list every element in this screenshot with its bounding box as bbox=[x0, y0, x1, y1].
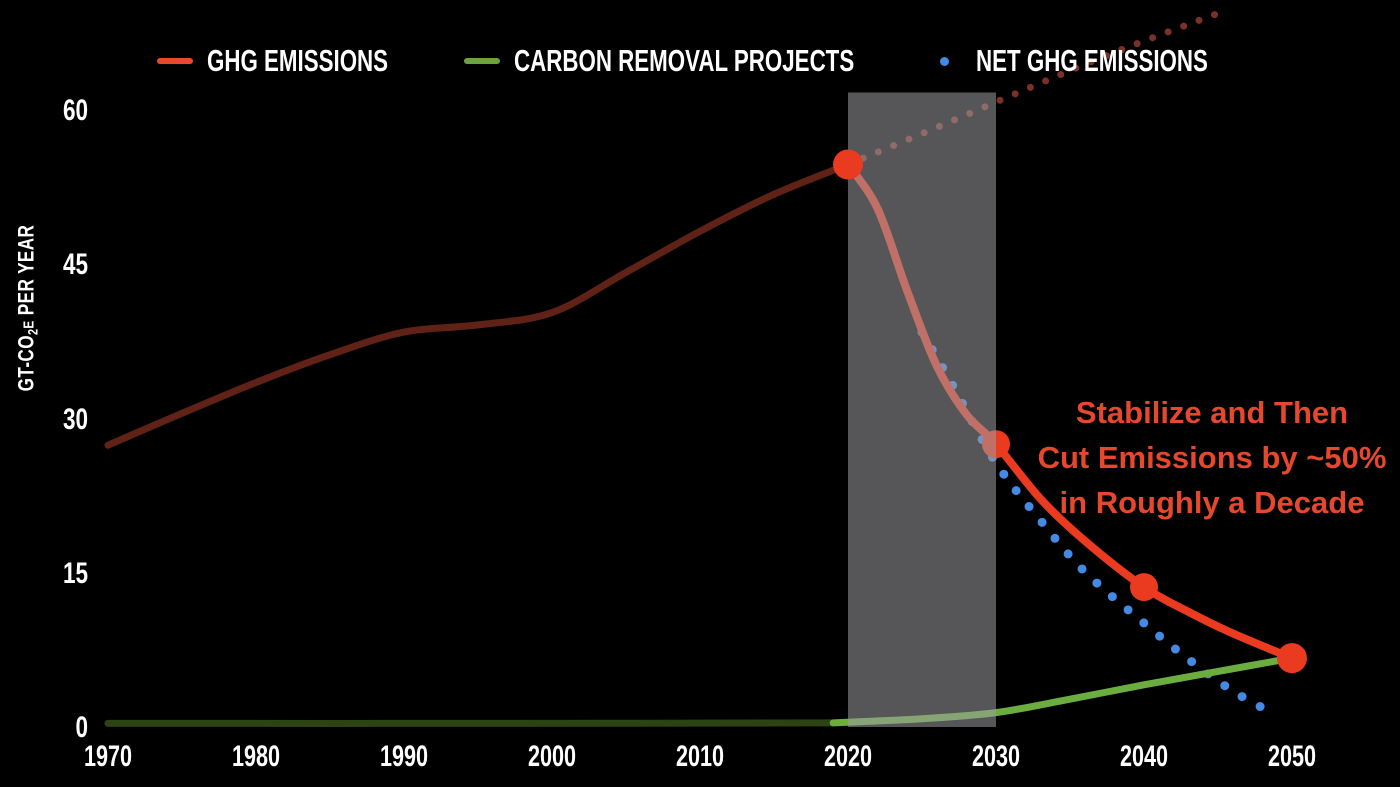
y-tick-45: 45 bbox=[62, 248, 88, 282]
x-tick-1980: 1980 bbox=[231, 740, 281, 773]
carbon-removal-dash-icon bbox=[464, 58, 500, 64]
legend-label-carbon-removal-projects: CARBON REMOVAL PROJECTS bbox=[514, 43, 855, 78]
net-ghg-swatch-holder bbox=[926, 56, 962, 66]
y-axis-title-subscript: 2 bbox=[24, 328, 41, 336]
x-tick-2010: 2010 bbox=[675, 740, 725, 773]
marker-2050 bbox=[1277, 643, 1307, 674]
decade-highlight-band bbox=[848, 92, 996, 727]
ghg-emissions-dash-icon bbox=[157, 58, 193, 64]
x-tick-2030: 2030 bbox=[971, 740, 1021, 773]
net-ghg-dot-icon bbox=[939, 56, 949, 66]
ghg-emissions-swatch-holder bbox=[157, 58, 193, 64]
marker-2040 bbox=[1130, 573, 1158, 602]
y-tick-30: 30 bbox=[62, 402, 88, 436]
marker-2020 bbox=[833, 149, 863, 180]
series-ghg-emissions-historical bbox=[104, 161, 852, 449]
y-tick-60: 60 bbox=[62, 94, 88, 127]
annotation-line-1: Stabilize and Then bbox=[1075, 395, 1349, 430]
x-tick-1990: 1990 bbox=[379, 740, 429, 773]
x-tick-2020: 2020 bbox=[823, 740, 873, 773]
y-axis-title-prefix: GT-CO bbox=[13, 335, 39, 392]
x-tick-2000: 2000 bbox=[527, 740, 577, 773]
legend-label-ghg-emissions: GHG EMISSIONS bbox=[207, 43, 389, 78]
x-tick-2040: 2040 bbox=[1119, 740, 1169, 773]
y-tick-15: 15 bbox=[62, 556, 88, 590]
y-axis-title-small-e: E bbox=[20, 320, 38, 329]
legend-item-ghg-emissions: GHG EMISSIONS bbox=[157, 43, 458, 78]
y-tick-0: 0 bbox=[75, 711, 88, 744]
legend: GHG EMISSIONS CARBON REMOVAL PROJECTS NE… bbox=[0, 0, 1400, 90]
legend-item-carbon-removal-projects: CARBON REMOVAL PROJECTS bbox=[464, 43, 987, 78]
legend-item-net-ghg-emissions: NET GHG EMISSIONS bbox=[926, 43, 1298, 78]
carbon-removal-swatch-holder bbox=[464, 58, 500, 64]
annotation-line-2: Cut Emissions by ~50% bbox=[1037, 440, 1387, 475]
legend-label-net-ghg-emissions: NET GHG EMISSIONS bbox=[976, 43, 1208, 78]
annotation-stabilize: Stabilize and Then Cut Emissions by ~50%… bbox=[1038, 390, 1387, 525]
series-carbon-removal-historical bbox=[104, 719, 837, 727]
x-tick-1970: 1970 bbox=[83, 740, 133, 773]
x-tick-2050: 2050 bbox=[1267, 740, 1317, 773]
annotation-line-3: in Roughly a Decade bbox=[1059, 485, 1365, 520]
